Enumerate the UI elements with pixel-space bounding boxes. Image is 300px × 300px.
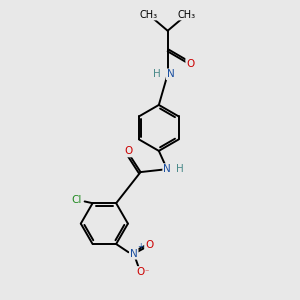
Text: CH₃: CH₃	[140, 10, 158, 20]
Text: N: N	[167, 69, 175, 79]
Text: +: +	[137, 242, 143, 250]
Text: O: O	[186, 59, 194, 69]
Text: O: O	[124, 146, 132, 157]
Text: Cl: Cl	[71, 195, 82, 205]
Text: H: H	[154, 69, 161, 79]
Text: H: H	[176, 164, 183, 174]
Text: N: N	[130, 249, 138, 259]
Text: N: N	[163, 164, 171, 174]
Text: CH₃: CH₃	[178, 10, 196, 20]
Text: ⁻: ⁻	[145, 268, 149, 277]
Text: O: O	[136, 267, 144, 277]
Text: O: O	[145, 241, 153, 250]
